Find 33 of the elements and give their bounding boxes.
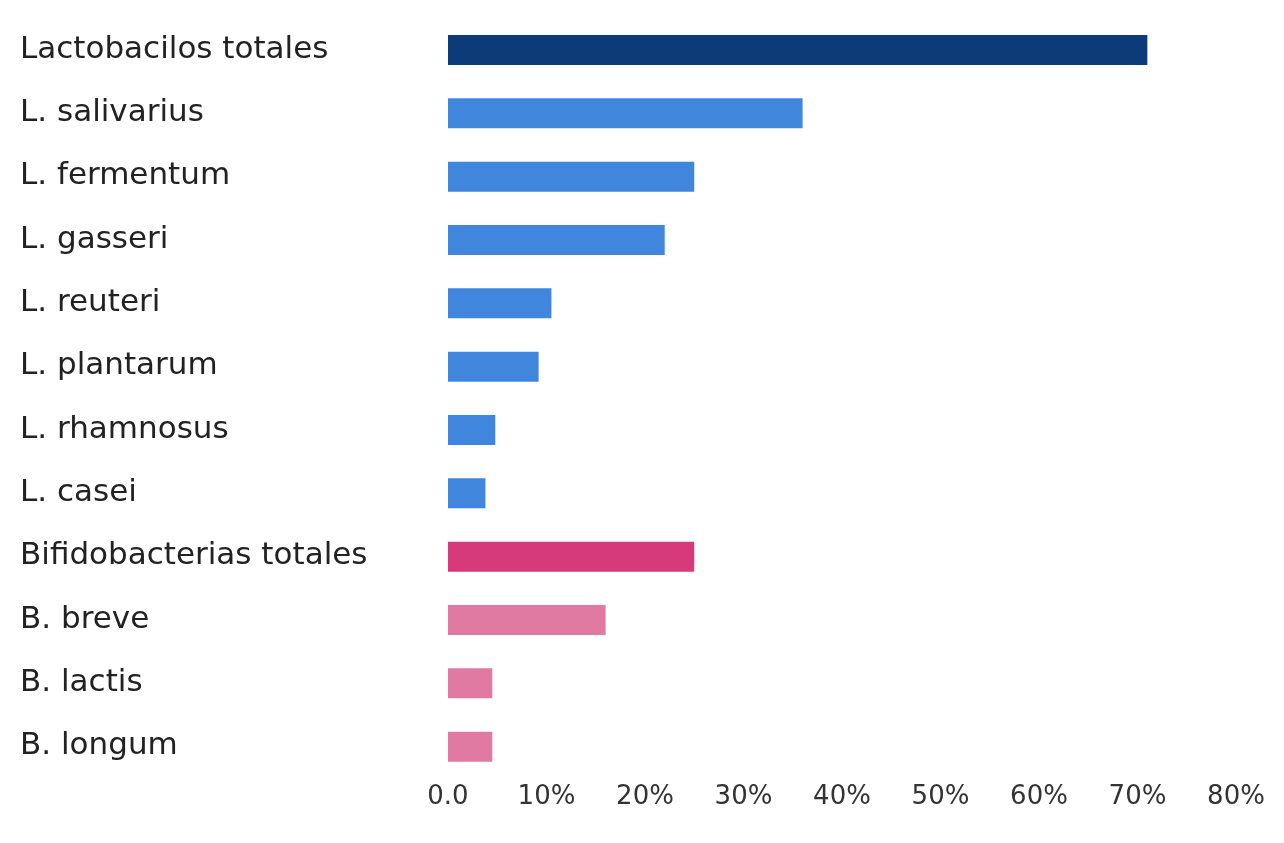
bar [448, 35, 1148, 65]
y-tick-label: L. casei [20, 472, 137, 508]
y-tick-label: L. gasseri [20, 218, 169, 255]
y-tick-label: B. longum [20, 725, 178, 762]
bar [448, 541, 695, 572]
y-tick-label: L. reuteri [20, 282, 161, 318]
x-tick-label: 20% [616, 780, 674, 811]
y-tick-label: B. lactis [20, 662, 143, 698]
bar [448, 668, 493, 699]
bar [448, 288, 552, 319]
y-tick-label: B. breve [20, 598, 150, 635]
x-tick-label: 50% [911, 780, 970, 811]
y-tick-label: L. rhamnosus [20, 408, 229, 445]
x-tick-label: 70% [1108, 780, 1167, 811]
y-tick-label: Bifidobacterias totales [20, 535, 368, 572]
x-tick-label: 80% [1207, 780, 1265, 811]
y-tick-label: L. salivarius [20, 92, 204, 128]
bar [448, 351, 539, 382]
x-tick-label: 30% [714, 780, 773, 811]
bar [448, 98, 803, 129]
y-tick-label: L. fermentum [20, 155, 231, 192]
y-tick-label: L. plantarum [20, 345, 218, 382]
bar [448, 225, 665, 255]
x-tick-label: 0.0 [427, 780, 469, 811]
x-tick-label: 60% [1010, 780, 1068, 811]
bar [448, 605, 606, 635]
y-tick-label: Lactobacilos totales [20, 28, 329, 65]
bar [448, 415, 496, 445]
bar [448, 731, 493, 762]
bar [448, 478, 486, 509]
x-tick-label: 10% [517, 780, 576, 811]
x-tick-label: 40% [813, 780, 871, 811]
bar [448, 161, 695, 192]
